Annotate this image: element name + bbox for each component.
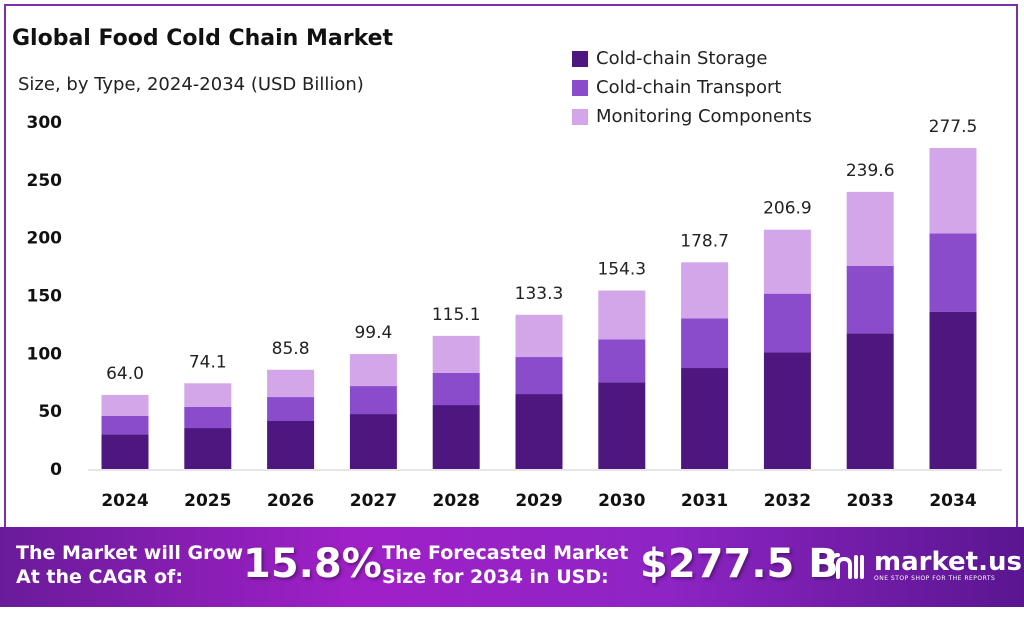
x-tick-label: 2029 (515, 491, 562, 511)
data-label: 64.0 (106, 364, 144, 384)
y-tick-label: 300 (27, 113, 63, 133)
bar-segment-monitoring (349, 354, 397, 387)
x-tick-label: 2026 (267, 491, 314, 511)
bar-segment-transport (763, 293, 811, 353)
summary-banner: The Market will Grow At the CAGR of: 15.8… (0, 527, 1024, 607)
cagr-label: The Market will Grow At the CAGR of: (16, 541, 243, 589)
bar-segment-transport (929, 233, 977, 312)
chart-plot: 0 50 100 150 200 250 300 64.0 2024 74.1 2025 85.8 20… (27, 113, 1002, 511)
bar-segment-transport (349, 386, 397, 415)
legend-label: Monitoring Components (596, 106, 812, 127)
x-tick-label: 2034 (929, 491, 976, 511)
data-label: 206.9 (763, 199, 812, 219)
forecast-label-line2: Size for 2034 in USD: (382, 566, 609, 588)
logo-name: market.us (874, 547, 1022, 577)
data-label: 85.8 (272, 339, 310, 359)
x-tick-label: 2027 (350, 491, 397, 511)
bar-segment-monitoring (929, 148, 977, 234)
bar-segment-transport (681, 318, 729, 369)
y-tick-label: 0 (50, 460, 62, 480)
legend-label: Cold-chain Transport (596, 77, 782, 98)
legend-item-monitoring: Monitoring Components (572, 102, 812, 131)
bar-segment-monitoring (846, 191, 894, 267)
legend: Cold-chain Storage Cold-chain Transport … (572, 44, 812, 131)
bar-segment-storage (101, 434, 149, 469)
bar-segment-storage (267, 420, 315, 469)
y-tick-label: 50 (38, 402, 62, 422)
bar-segment-transport (184, 407, 232, 429)
bar-segment-storage (763, 352, 811, 469)
x-tick-label: 2030 (598, 491, 645, 511)
bar-segment-monitoring (267, 369, 315, 398)
bar-segment-storage (846, 333, 894, 469)
legend-label: Cold-chain Storage (596, 48, 768, 69)
chart-subtitle: Size, by Type, 2024-2034 (USD Billion) (18, 74, 364, 95)
legend-swatch (572, 79, 588, 96)
data-label: 178.7 (680, 231, 729, 251)
cagr-label-line2: At the CAGR of: (16, 566, 183, 588)
forecast-value: $277.5 B (640, 541, 839, 587)
y-tick-label: 200 (27, 229, 63, 249)
forecast-label: The Forecasted Market Size for 2034 in US… (382, 541, 628, 589)
x-tick-label: 2032 (764, 491, 811, 511)
bar-segment-storage (598, 382, 646, 469)
forecast-label-line1: The Forecasted Market (382, 542, 629, 564)
bar-segment-monitoring (432, 335, 480, 373)
market-us-logo: market.us ONE STOP SHOP FOR THE REPORTS (828, 549, 1022, 582)
x-tick-label: 2024 (101, 491, 148, 511)
bar-segment-transport (598, 339, 646, 383)
bar-segment-storage (432, 405, 480, 469)
bar-segment-monitoring (763, 229, 811, 294)
bar-segment-monitoring (101, 394, 149, 416)
data-label: 239.6 (846, 161, 895, 181)
bar-segment-monitoring (598, 290, 646, 340)
bar-segment-transport (846, 266, 894, 334)
cagr-value: 15.8% (243, 541, 382, 587)
data-label: 99.4 (354, 323, 392, 343)
data-label: 133.3 (515, 284, 564, 304)
bar-segment-transport (267, 397, 315, 421)
chart-title: Global Food Cold Chain Market (12, 26, 394, 51)
bar-segment-transport (432, 372, 480, 406)
legend-item-transport: Cold-chain Transport (572, 73, 812, 102)
chart-frame (4, 4, 1018, 604)
bar-segment-storage (184, 428, 232, 469)
cagr-label-line1: The Market will Grow (16, 542, 244, 564)
bar-segment-storage (929, 311, 977, 469)
legend-swatch (572, 50, 588, 67)
legend-swatch (572, 108, 588, 125)
bar-segment-transport (515, 357, 563, 395)
data-label: 277.5 (929, 117, 978, 137)
bar-segment-monitoring (681, 262, 729, 319)
x-tick-label: 2025 (184, 491, 231, 511)
bar-segment-storage (349, 414, 397, 469)
y-tick-label: 250 (27, 171, 63, 191)
legend-item-storage: Cold-chain Storage (572, 44, 812, 73)
bar-segment-storage (515, 394, 563, 469)
data-label: 154.3 (597, 260, 646, 280)
data-label: 74.1 (189, 352, 227, 372)
logo-icon (830, 552, 864, 579)
data-label: 115.1 (432, 305, 481, 325)
bar-segment-transport (101, 415, 149, 435)
y-tick-label: 150 (27, 287, 63, 307)
x-tick-label: 2031 (681, 491, 728, 511)
y-tick-label: 100 (27, 344, 63, 364)
bar-segment-monitoring (515, 314, 563, 358)
bar-segment-monitoring (184, 383, 232, 408)
x-tick-label: 2033 (847, 491, 894, 511)
x-tick-label: 2028 (433, 491, 480, 511)
logo-tagline: ONE STOP SHOP FOR THE REPORTS (874, 575, 996, 582)
bar-segment-storage (681, 368, 729, 469)
